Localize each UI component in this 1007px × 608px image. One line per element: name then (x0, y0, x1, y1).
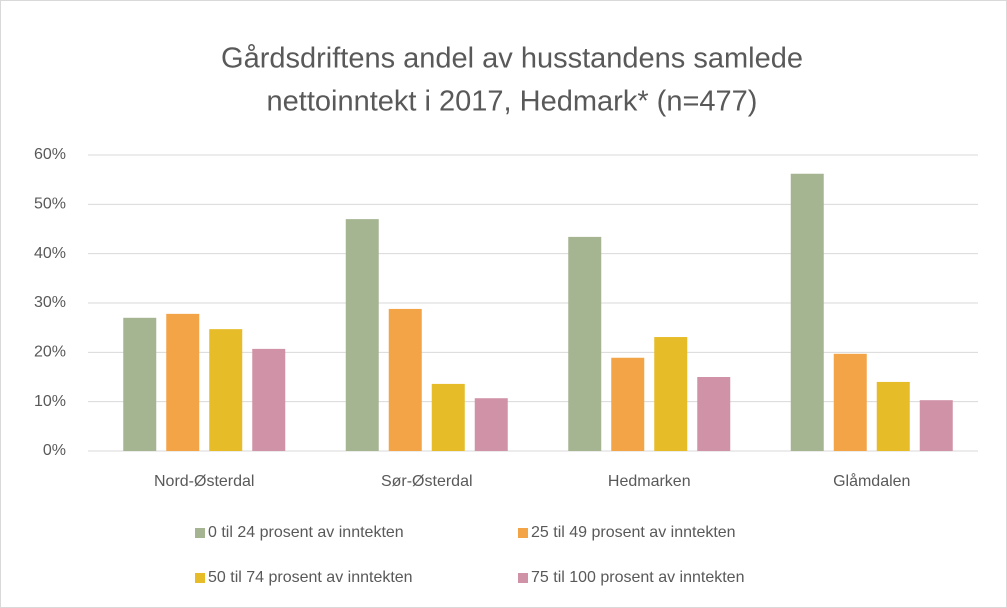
x-tick-label: Nord-Østerdal (154, 473, 254, 490)
y-tick-label: 20% (34, 344, 66, 361)
bar (876, 381, 910, 451)
bar (568, 236, 602, 451)
y-tick-label: 0% (43, 442, 66, 459)
y-tick-label: 60% (34, 146, 66, 163)
bar (697, 377, 731, 451)
x-tick-label: Hedmarken (608, 473, 691, 490)
x-tick-label: Glåmdalen (833, 472, 910, 490)
bar (345, 219, 379, 451)
bar (611, 357, 645, 451)
legend-swatch (195, 573, 205, 583)
bar (654, 337, 688, 451)
chart-title: nettoinntekt i 2017, Hedmark* (n=477) (267, 86, 758, 118)
bar (166, 313, 200, 451)
legend-label: 75 til 100 prosent av inntekten (531, 569, 744, 586)
bar (209, 329, 243, 451)
y-tick-label: 40% (34, 245, 66, 262)
bar (474, 398, 508, 451)
bar (790, 173, 824, 451)
legend-swatch (195, 528, 205, 538)
legend-swatch (518, 573, 528, 583)
bar (431, 383, 465, 451)
bar (388, 308, 422, 451)
bar (252, 348, 286, 451)
legend-label: 25 til 49 prosent av inntekten (531, 524, 736, 541)
y-tick-label: 30% (34, 294, 66, 311)
y-tick-label: 10% (34, 393, 66, 410)
bar (833, 353, 867, 451)
x-tick-label: Sør-Østerdal (381, 473, 473, 490)
chart-title: Gårdsdriftens andel av husstandens samle… (221, 43, 803, 75)
legend-label: 50 til 74 prosent av inntekten (208, 569, 413, 586)
legend-label: 0 til 24 prosent av inntekten (208, 524, 404, 541)
y-tick-label: 50% (34, 196, 66, 213)
bar (123, 317, 157, 451)
legend-swatch (518, 528, 528, 538)
bar (919, 400, 953, 451)
